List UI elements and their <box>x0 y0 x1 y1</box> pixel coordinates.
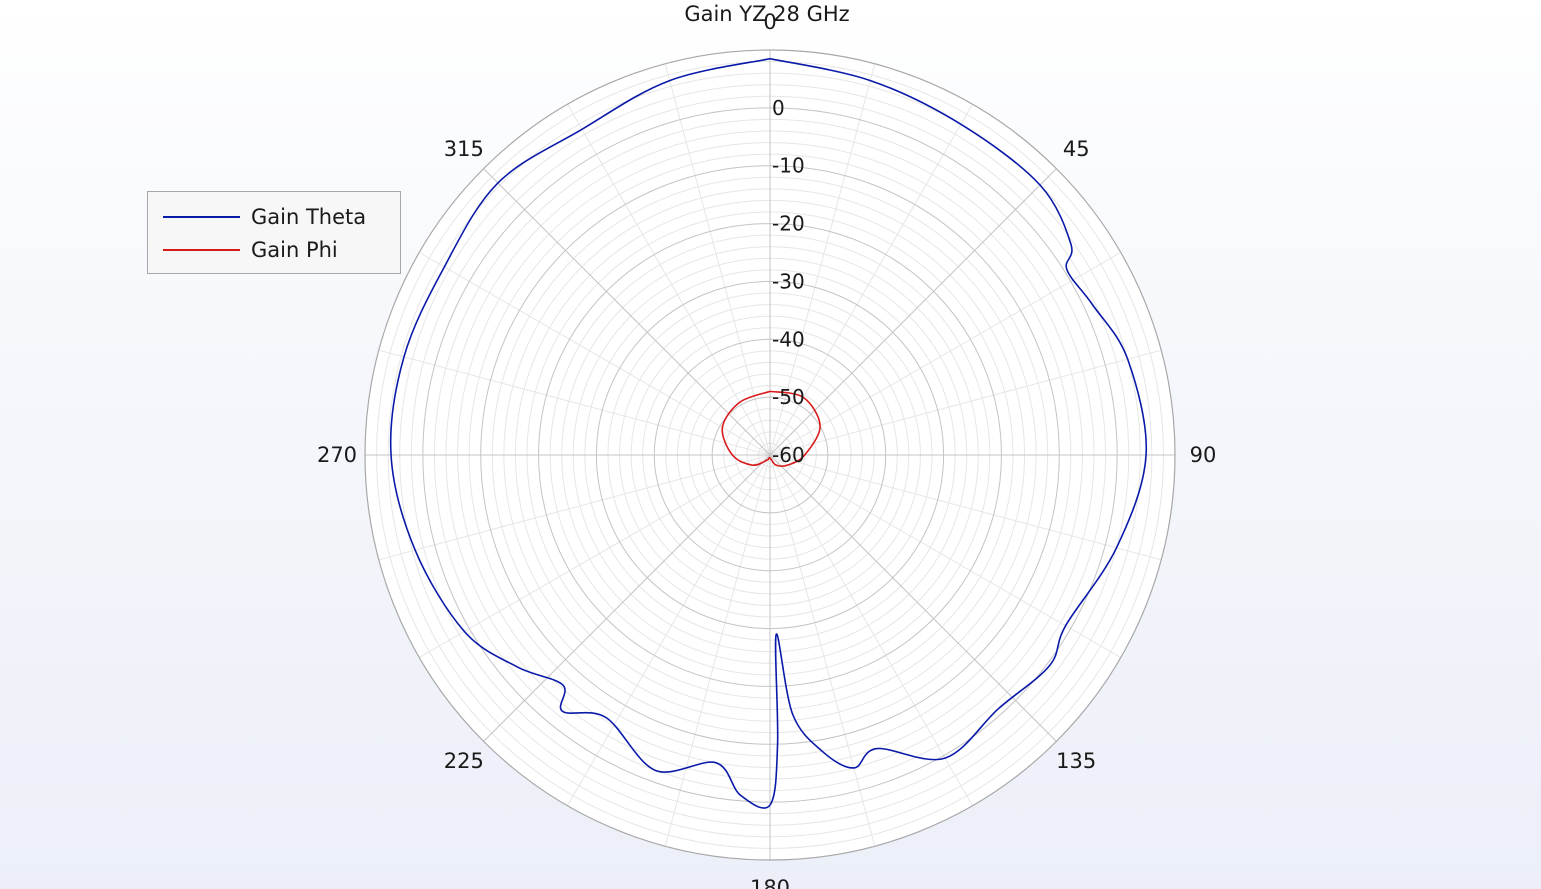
plot-boundary <box>364 49 1176 861</box>
angle-tick-label: 135 <box>1056 749 1096 773</box>
legend-label-gain-phi: Gain Phi <box>251 238 338 262</box>
grid-spoke-minor <box>378 454 771 561</box>
angle-tick-label: 225 <box>444 749 484 773</box>
grid-spoke-minor <box>567 104 771 456</box>
grid-spoke-minor <box>419 454 771 658</box>
grid-spoke-major <box>769 454 1057 742</box>
grid-spoke-minor <box>769 454 876 847</box>
angle-tick-label: 180 <box>750 876 790 889</box>
grid-spoke-major <box>483 454 771 742</box>
radial-tick-label: -30 <box>772 269 805 293</box>
radial-tick-label: -20 <box>772 212 805 236</box>
legend-swatch-gain-phi <box>163 249 240 251</box>
radial-tick-label: -50 <box>772 385 805 409</box>
grid-spoke-minor <box>664 454 771 847</box>
grid-spoke-minor <box>664 63 771 456</box>
grid-spoke-minor <box>419 252 771 456</box>
legend: Gain Theta Gain Phi <box>147 191 401 274</box>
radial-tick-label: -40 <box>772 327 805 351</box>
grid-spoke-major <box>483 168 771 456</box>
radial-tick-label: -10 <box>772 154 805 178</box>
grid-spoke-minor <box>769 104 973 456</box>
grid-spoke-minor <box>769 63 876 456</box>
grid-spoke-minor <box>769 252 1121 456</box>
legend-swatch-gain-theta <box>163 216 240 218</box>
radial-tick-label: -60 <box>772 443 805 467</box>
angle-tick-label: 270 <box>317 443 357 467</box>
legend-label-gain-theta: Gain Theta <box>251 205 367 229</box>
grid-spoke-minor <box>769 454 973 806</box>
legend-item-gain-phi: Gain Phi <box>163 237 338 263</box>
grid-spoke-minor <box>378 349 771 456</box>
grid-spoke-minor <box>769 454 1162 561</box>
grid-spoke-minor <box>769 349 1162 456</box>
series-line-gain-phi <box>721 390 821 467</box>
series-layer <box>389 57 1148 809</box>
grid-spoke-major <box>769 168 1057 456</box>
tick-labels: 0 -10 -20 -30 -40 -50 -60 0 45 90 135 180 225 270 315 <box>317 10 1216 889</box>
polar-grid <box>364 49 1176 861</box>
angle-tick-label: 90 <box>1190 443 1217 467</box>
radial-tick-label: 0 <box>772 96 785 120</box>
angle-tick-label: 315 <box>444 137 484 161</box>
angle-tick-label: 0 <box>763 10 776 34</box>
angle-tick-label: 45 <box>1063 137 1090 161</box>
grid-spoke-minor <box>567 454 771 806</box>
series-line-gain-theta <box>389 57 1148 809</box>
legend-item-gain-theta: Gain Theta <box>163 204 366 230</box>
chart-title: Gain YZ 28 GHz <box>684 2 849 26</box>
grid-spoke-minor <box>769 454 1121 658</box>
